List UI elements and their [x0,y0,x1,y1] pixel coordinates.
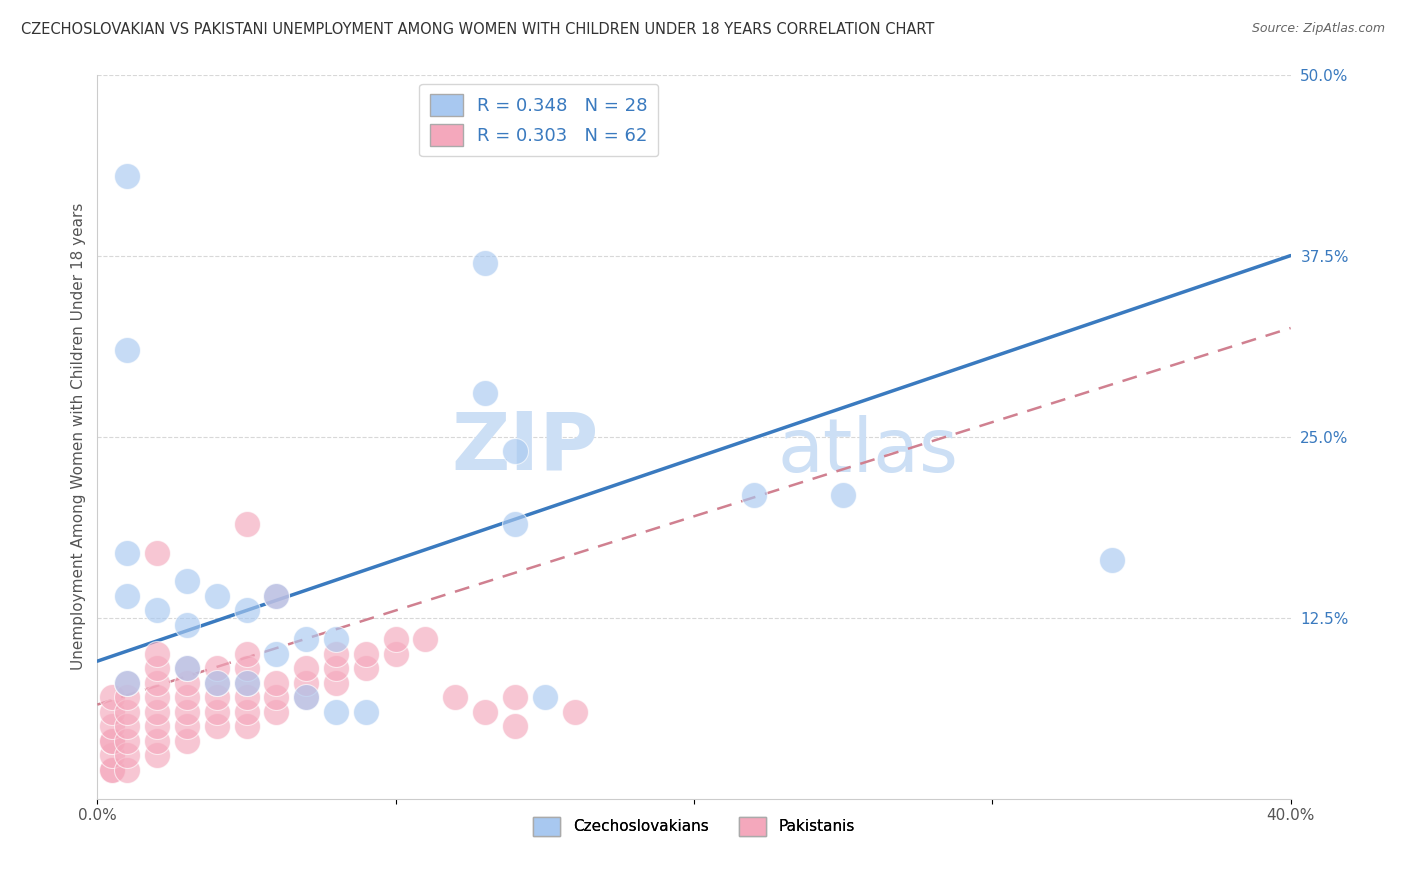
Point [325,661,347,675]
Point [205,589,228,603]
Point [205,661,228,675]
Point [295,661,318,675]
Point [266,647,288,661]
Point [325,647,347,661]
Text: ZIP: ZIP [451,409,599,486]
Point [235,676,257,690]
Point [115,763,138,777]
Point [115,719,138,733]
Point [235,719,257,733]
Point [564,705,586,719]
Point [115,343,138,357]
Point [101,705,124,719]
Point [503,516,526,531]
Point [146,719,169,733]
Point [101,690,124,705]
Point [444,690,467,705]
Point [146,603,169,617]
Point [325,676,347,690]
Point [176,661,198,675]
Point [115,676,138,690]
Point [146,690,169,705]
Point [146,676,169,690]
Point [101,763,124,777]
Point [101,734,124,748]
Point [115,589,138,603]
Point [101,748,124,763]
Point [235,647,257,661]
Point [205,690,228,705]
Point [101,734,124,748]
Point [146,647,169,661]
Point [235,705,257,719]
Legend: Czechoslovakians, Pakistanis: Czechoslovakians, Pakistanis [527,811,860,842]
Point [146,748,169,763]
Point [176,705,198,719]
Point [533,690,555,705]
Point [176,661,198,675]
Point [235,690,257,705]
Point [101,763,124,777]
Point [474,256,496,270]
Point [325,705,347,719]
Point [146,705,169,719]
Point [235,676,257,690]
Point [266,690,288,705]
Point [354,705,377,719]
Point [266,676,288,690]
Point [235,516,257,531]
Point [354,647,377,661]
Point [205,676,228,690]
Point [176,734,198,748]
Point [176,690,198,705]
Point [176,676,198,690]
Point [146,661,169,675]
Text: Source: ZipAtlas.com: Source: ZipAtlas.com [1251,22,1385,36]
Point [1101,553,1123,567]
Point [115,748,138,763]
Point [325,632,347,647]
Point [205,676,228,690]
Point [474,705,496,719]
Point [266,589,288,603]
Point [295,690,318,705]
Point [205,719,228,733]
Point [384,647,406,661]
Point [266,705,288,719]
Point [235,661,257,675]
Point [474,386,496,401]
Text: CZECHOSLOVAKIAN VS PAKISTANI UNEMPLOYMENT AMONG WOMEN WITH CHILDREN UNDER 18 YEA: CZECHOSLOVAKIAN VS PAKISTANI UNEMPLOYMEN… [21,22,935,37]
Point [146,734,169,748]
Point [503,690,526,705]
Point [503,719,526,733]
Point [742,487,765,501]
Point [115,705,138,719]
Point [146,545,169,559]
Point [832,487,855,501]
Point [503,444,526,458]
Point [176,719,198,733]
Point [295,676,318,690]
Point [266,589,288,603]
Point [176,618,198,632]
Point [295,632,318,647]
Point [115,734,138,748]
Point [415,632,437,647]
Point [176,574,198,589]
Point [384,632,406,647]
Point [295,690,318,705]
Point [115,690,138,705]
Point [235,603,257,617]
Point [354,661,377,675]
Point [205,705,228,719]
Point [101,719,124,733]
Point [115,545,138,559]
Point [115,676,138,690]
Point [115,169,138,183]
Text: atlas: atlas [778,415,959,488]
Y-axis label: Unemployment Among Women with Children Under 18 years: Unemployment Among Women with Children U… [72,203,86,670]
